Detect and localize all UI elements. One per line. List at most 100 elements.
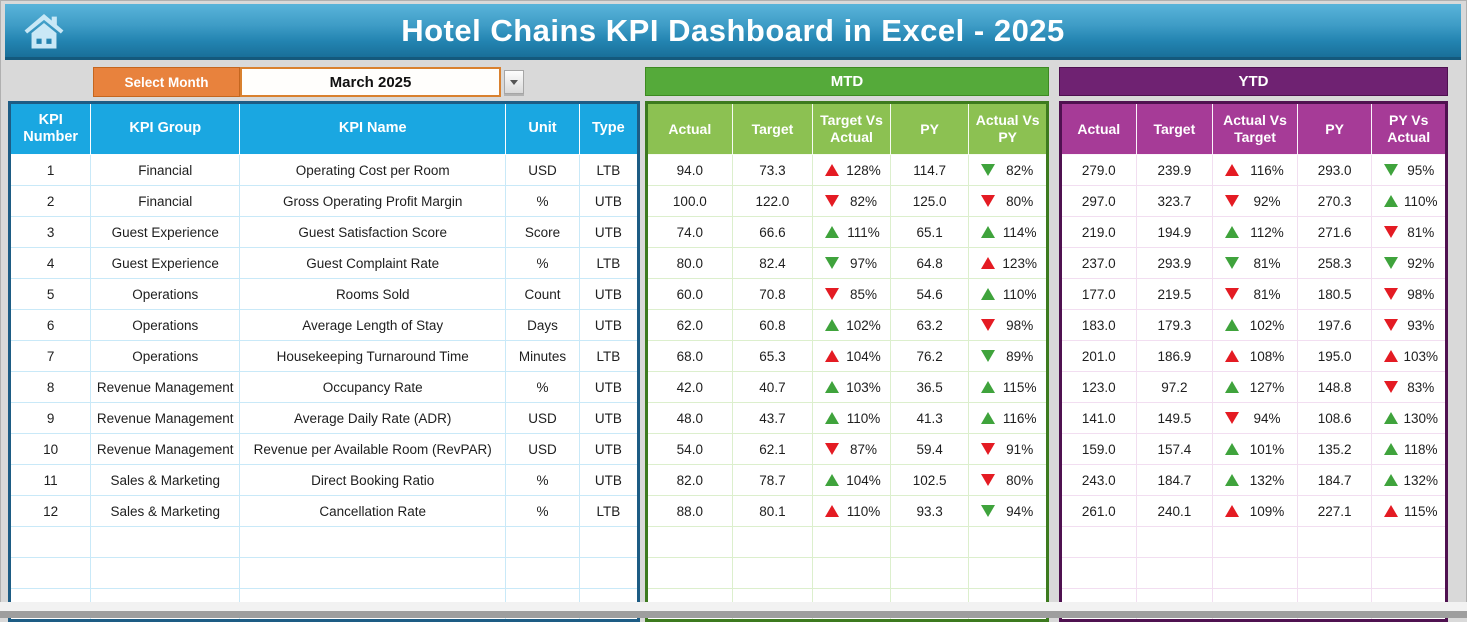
- mtd-target-cell[interactable]: 78.7: [731, 464, 814, 496]
- mtd-actual-cell[interactable]: 62.0: [646, 309, 733, 341]
- ytd-py-cell[interactable]: 148.8: [1296, 371, 1373, 403]
- empty-cell[interactable]: [889, 526, 970, 558]
- ytd-py-cell[interactable]: 293.0: [1296, 154, 1373, 186]
- ytd-py-vs-actual-cell[interactable]: 83%: [1371, 371, 1447, 403]
- ytd-py-cell[interactable]: 197.6: [1296, 309, 1373, 341]
- mtd-actual-cell[interactable]: 94.0: [646, 154, 733, 186]
- mtd-py-cell[interactable]: 41.3: [889, 402, 970, 434]
- empty-cell[interactable]: [505, 557, 580, 589]
- ytd-actual-vs-target-cell[interactable]: 108%: [1212, 340, 1298, 372]
- empty-cell[interactable]: [8, 526, 92, 558]
- ytd-py-cell[interactable]: 108.6: [1296, 402, 1373, 434]
- kpi-number-cell[interactable]: 4: [8, 247, 92, 279]
- kpi-name-cell[interactable]: Direct Booking Ratio: [239, 464, 507, 496]
- ytd-actual-vs-target-cell[interactable]: 94%: [1212, 402, 1298, 434]
- empty-cell[interactable]: [90, 557, 241, 589]
- ytd-actual-vs-target-cell[interactable]: 102%: [1212, 309, 1298, 341]
- mtd-py-cell[interactable]: 59.4: [889, 433, 970, 465]
- home-button[interactable]: [21, 9, 67, 55]
- kpi-number-cell[interactable]: 12: [8, 495, 92, 527]
- kpi-number-cell[interactable]: 11: [8, 464, 92, 496]
- mtd-actual-vs-py-cell[interactable]: 123%: [968, 247, 1048, 279]
- kpi-number-cell[interactable]: 9: [8, 402, 92, 434]
- month-dropdown-field[interactable]: March 2025: [240, 67, 501, 97]
- ytd-actual-cell[interactable]: 159.0: [1060, 433, 1137, 465]
- ytd-actual-cell[interactable]: 201.0: [1060, 340, 1137, 372]
- kpi-group-cell[interactable]: Revenue Management: [90, 402, 241, 434]
- empty-cell[interactable]: [1060, 526, 1137, 558]
- mtd-actual-vs-py-cell[interactable]: 94%: [968, 495, 1048, 527]
- type-cell[interactable]: LTB: [578, 154, 640, 186]
- empty-cell[interactable]: [505, 526, 580, 558]
- mtd-target-vs-actual-cell[interactable]: 102%: [812, 309, 891, 341]
- ytd-actual-cell[interactable]: 279.0: [1060, 154, 1137, 186]
- mtd-target-vs-actual-cell[interactable]: 82%: [812, 185, 891, 217]
- mtd-py-cell[interactable]: 64.8: [889, 247, 970, 279]
- kpi-number-cell[interactable]: 1: [8, 154, 92, 186]
- ytd-py-cell[interactable]: 180.5: [1296, 278, 1373, 310]
- unit-cell[interactable]: %: [505, 495, 580, 527]
- kpi-name-cell[interactable]: Rooms Sold: [239, 278, 507, 310]
- unit-cell[interactable]: USD: [505, 154, 580, 186]
- mtd-target-vs-actual-cell[interactable]: 110%: [812, 402, 891, 434]
- type-cell[interactable]: UTB: [578, 371, 640, 403]
- mtd-target-vs-actual-cell[interactable]: 97%: [812, 247, 891, 279]
- mtd-actual-vs-py-cell[interactable]: 80%: [968, 464, 1048, 496]
- mtd-py-cell[interactable]: 93.3: [889, 495, 970, 527]
- mtd-target-vs-actual-cell[interactable]: 110%: [812, 495, 891, 527]
- ytd-target-cell[interactable]: 239.9: [1135, 154, 1214, 186]
- kpi-name-cell[interactable]: Guest Complaint Rate: [239, 247, 507, 279]
- mtd-target-vs-actual-cell[interactable]: 87%: [812, 433, 891, 465]
- ytd-py-vs-actual-cell[interactable]: 110%: [1371, 185, 1447, 217]
- ytd-actual-cell[interactable]: 183.0: [1060, 309, 1137, 341]
- empty-cell[interactable]: [968, 526, 1048, 558]
- empty-cell[interactable]: [889, 557, 970, 589]
- ytd-actual-vs-target-cell[interactable]: 112%: [1212, 216, 1298, 248]
- empty-cell[interactable]: [646, 557, 733, 589]
- kpi-name-cell[interactable]: Cancellation Rate: [239, 495, 507, 527]
- ytd-actual-cell[interactable]: 219.0: [1060, 216, 1137, 248]
- kpi-name-cell[interactable]: Average Length of Stay: [239, 309, 507, 341]
- mtd-target-cell[interactable]: 80.1: [731, 495, 814, 527]
- mtd-py-cell[interactable]: 102.5: [889, 464, 970, 496]
- mtd-target-cell[interactable]: 60.8: [731, 309, 814, 341]
- mtd-target-cell[interactable]: 65.3: [731, 340, 814, 372]
- ytd-py-cell[interactable]: 195.0: [1296, 340, 1373, 372]
- mtd-actual-vs-py-cell[interactable]: 80%: [968, 185, 1048, 217]
- ytd-py-cell[interactable]: 227.1: [1296, 495, 1373, 527]
- empty-cell[interactable]: [1135, 526, 1214, 558]
- type-cell[interactable]: LTB: [578, 495, 640, 527]
- kpi-group-cell[interactable]: Guest Experience: [90, 247, 241, 279]
- mtd-target-cell[interactable]: 66.6: [731, 216, 814, 248]
- mtd-actual-vs-py-cell[interactable]: 91%: [968, 433, 1048, 465]
- empty-cell[interactable]: [1212, 526, 1298, 558]
- mtd-target-cell[interactable]: 43.7: [731, 402, 814, 434]
- ytd-actual-vs-target-cell[interactable]: 92%: [1212, 185, 1298, 217]
- mtd-target-cell[interactable]: 122.0: [731, 185, 814, 217]
- kpi-group-cell[interactable]: Sales & Marketing: [90, 464, 241, 496]
- ytd-py-cell[interactable]: 270.3: [1296, 185, 1373, 217]
- kpi-group-cell[interactable]: Guest Experience: [90, 216, 241, 248]
- mtd-target-vs-actual-cell[interactable]: 85%: [812, 278, 891, 310]
- ytd-actual-vs-target-cell[interactable]: 109%: [1212, 495, 1298, 527]
- ytd-py-vs-actual-cell[interactable]: 115%: [1371, 495, 1447, 527]
- ytd-actual-vs-target-cell[interactable]: 132%: [1212, 464, 1298, 496]
- kpi-group-cell[interactable]: Revenue Management: [90, 433, 241, 465]
- empty-cell[interactable]: [239, 557, 507, 589]
- ytd-py-vs-actual-cell[interactable]: 98%: [1371, 278, 1447, 310]
- empty-cell[interactable]: [731, 557, 814, 589]
- mtd-actual-vs-py-cell[interactable]: 114%: [968, 216, 1048, 248]
- mtd-py-cell[interactable]: 63.2: [889, 309, 970, 341]
- mtd-target-cell[interactable]: 82.4: [731, 247, 814, 279]
- unit-cell[interactable]: Days: [505, 309, 580, 341]
- kpi-number-cell[interactable]: 3: [8, 216, 92, 248]
- mtd-actual-vs-py-cell[interactable]: 110%: [968, 278, 1048, 310]
- type-cell[interactable]: UTB: [578, 216, 640, 248]
- empty-cell[interactable]: [239, 526, 507, 558]
- ytd-target-cell[interactable]: 219.5: [1135, 278, 1214, 310]
- mtd-py-cell[interactable]: 114.7: [889, 154, 970, 186]
- mtd-actual-cell[interactable]: 54.0: [646, 433, 733, 465]
- empty-cell[interactable]: [1296, 526, 1373, 558]
- ytd-py-cell[interactable]: 258.3: [1296, 247, 1373, 279]
- ytd-py-vs-actual-cell[interactable]: 81%: [1371, 216, 1447, 248]
